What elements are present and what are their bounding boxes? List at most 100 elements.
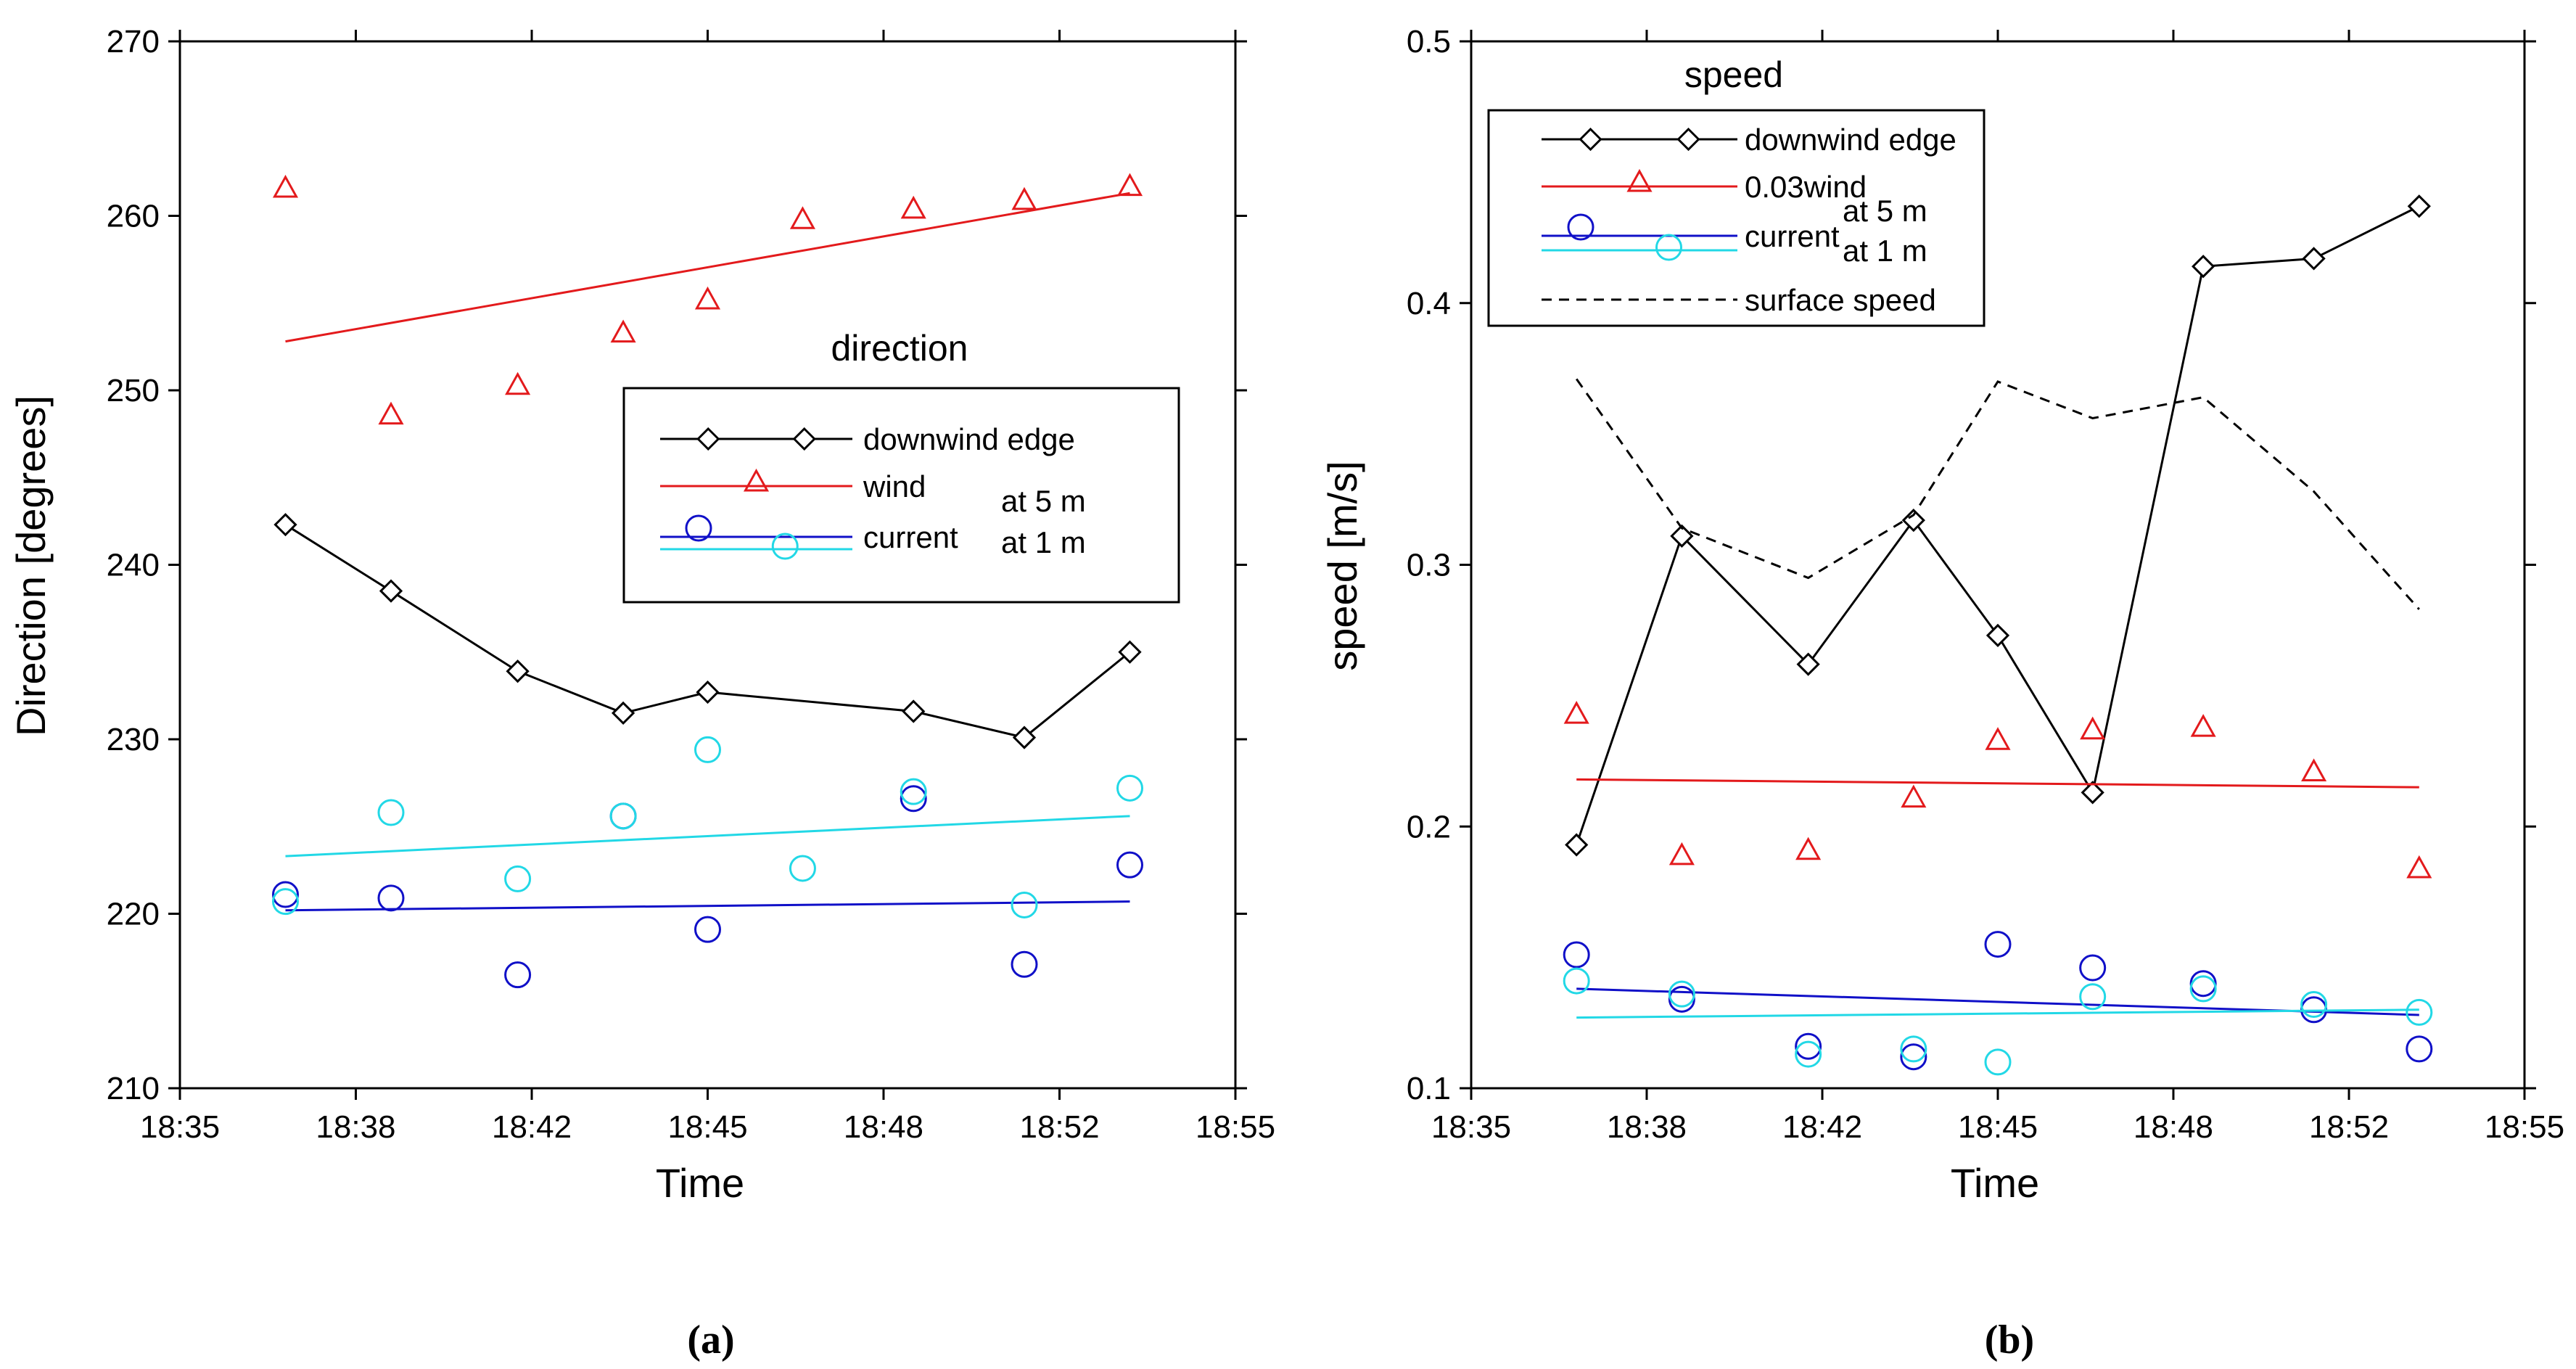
series-line-current-at-1-m-trend [285,815,1130,858]
x-tick-label: 18:55 [2485,1109,2564,1145]
y-tick-label: 240 [107,548,160,583]
legend-sample-marker [743,468,770,492]
x-tick-label: 18:45 [667,1109,747,1145]
point-downwind-edge [2407,194,2431,218]
point-current-at-5-m [504,961,532,989]
series-line-0-03wind-trend [1576,778,2419,789]
series-line-wind-trend [285,192,1130,343]
legend-entry-label: wind [863,469,926,503]
x-axis-title: Time [656,1160,744,1206]
legend-entry-label: downwind edge [863,422,1075,456]
x-tick-label: 18:48 [2133,1109,2213,1145]
x-tick-label: 18:38 [1607,1109,1687,1145]
series-line-surface-speed [1575,378,2420,610]
point-0-03wind [2190,714,2216,737]
legend-entry-label: current [1745,219,1840,253]
legend-sample-marker [1676,127,1700,152]
point-downwind-edge [273,513,297,537]
point-current-at-5-m [1011,950,1038,978]
x-tick-label: 18:45 [1958,1109,2038,1145]
point-current-at-5-m [1563,941,1590,969]
point-downwind-edge [1901,509,1925,533]
point-0-03wind [1795,836,1822,860]
legend-sample-marker [1655,234,1682,261]
series-line-current-at-5-m-trend [285,900,1130,912]
point-current-at-5-m [900,785,927,813]
point-downwind-edge [506,659,530,683]
point-downwind-edge [2081,781,2104,805]
point-downwind-edge [1986,623,2010,648]
panel-label: (b) [1985,1317,2034,1362]
point-0-03wind [1668,842,1695,866]
point-current-at-5-m [1984,931,2012,958]
y-tick-label: 260 [107,199,160,234]
point-current-at-1-m [272,888,299,916]
point-downwind-edge [611,701,635,725]
point-current-at-1-m [900,778,927,805]
point-downwind-edge [1118,640,1142,664]
panel-a-direction-chart: 18:35 18:38 18:42 18:45 18:48 18:52 18:55 210 22… [8,24,1275,1362]
point-current-at-5-m [1900,1043,1927,1071]
y-tick-label: 210 [107,1071,160,1106]
legend-sample-marker [771,533,799,560]
point-current-at-5-m [2189,970,2217,998]
y-tick-label: 0.2 [1407,809,1451,844]
point-current-at-1-m [1668,980,1695,1008]
legend-sample-marker [696,427,720,451]
y-tick-label: 0.4 [1407,286,1451,321]
y-tick-label: 0.3 [1407,548,1451,583]
point-current-at-5-m [2079,954,2107,982]
legend-entry-label: downwind edge [1745,123,1956,157]
legend-note: at 1 m [1001,525,1086,559]
x-tick-label: 18:55 [1196,1109,1275,1145]
point-current-at-5-m [1668,985,1695,1013]
point-downwind-edge [1796,652,1820,676]
legend-sample-marker [1579,127,1602,152]
point-0-03wind [1901,784,1927,808]
point-downwind-edge [1012,725,1037,749]
point-current-at-5-m [1795,1032,1822,1060]
legend-note: at 1 m [1843,234,1927,268]
point-current-at-1-m [1900,1035,1927,1063]
legend-sample-marker [1626,168,1653,192]
legend-sample-marker [685,514,712,542]
point-current-at-5-m [2406,1035,2433,1063]
x-tick-label: 18:42 [1782,1109,1862,1145]
panel-label: (a) [687,1317,734,1362]
legend-note: at 5 m [1843,194,1927,228]
point-current-at-5-m [272,881,299,908]
point-wind [1011,186,1037,210]
series-line-current-at-1-m-trend [1576,1008,2419,1019]
point-current-at-5-m [1116,851,1143,879]
x-tick-label: 18:38 [316,1109,395,1145]
point-downwind-edge [2302,247,2326,271]
point-current-at-1-m [2406,998,2433,1026]
x-axis-title: Time [1951,1160,2039,1206]
x-tick-label: 18:52 [1019,1109,1099,1145]
point-wind [1116,173,1143,197]
y-tick-label: 220 [107,897,160,932]
point-0-03wind [2080,716,2106,740]
legend-entry-label: 0.03wind [1745,170,1867,204]
point-current-at-1-m [1984,1048,2012,1076]
point-current-at-1-m [1116,774,1143,802]
point-current-at-1-m [2079,983,2107,1011]
legend-note: at 5 m [1001,484,1086,518]
point-wind [272,174,299,198]
x-tick-label: 18:48 [844,1109,923,1145]
legend-entry-label: current [863,520,958,554]
x-tick-label: 18:52 [2309,1109,2389,1145]
point-downwind-edge [696,680,720,704]
point-current-at-5-m [694,916,721,943]
point-current-at-1-m [694,736,721,763]
point-wind [505,371,531,395]
x-tick-label: 18:35 [1431,1109,1511,1145]
legend-box [622,387,1180,604]
y-tick-label: 230 [107,722,160,757]
point-current-at-5-m [377,884,405,912]
point-wind [694,286,721,310]
series-line-downwind-edge [284,523,1131,739]
legend-title: speed [1684,54,1783,95]
legend-sample-marker [1567,213,1594,241]
